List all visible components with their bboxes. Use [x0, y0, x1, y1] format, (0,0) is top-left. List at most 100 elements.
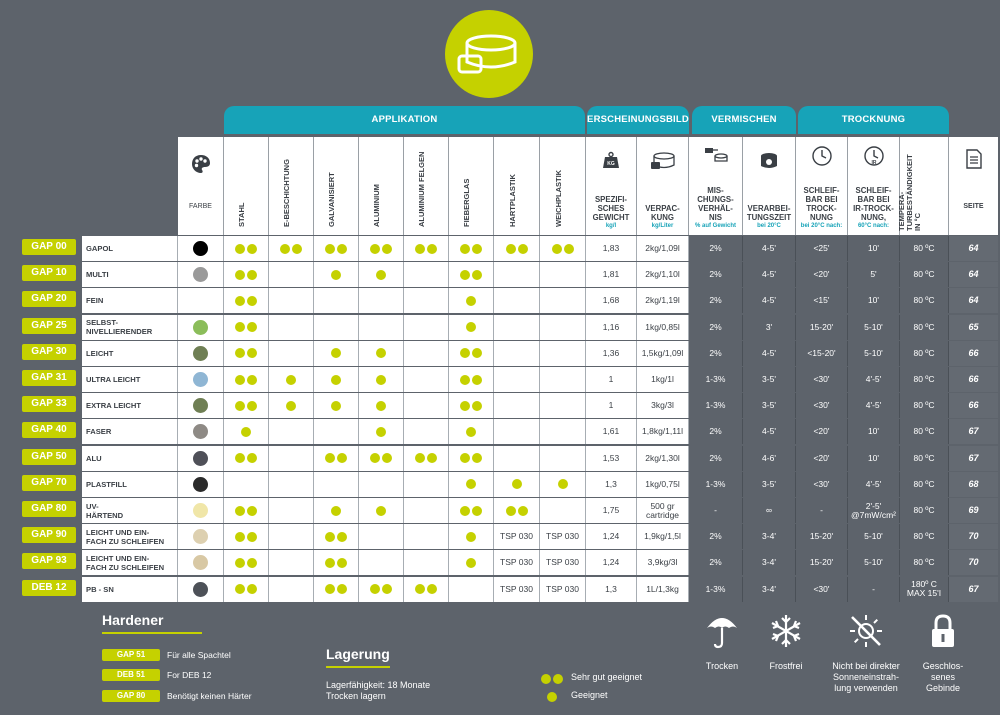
- application-cell: [269, 471, 314, 497]
- mischung-cell: 2%: [689, 419, 743, 445]
- application-cell: [359, 340, 404, 366]
- application-cell: [224, 262, 269, 288]
- gewicht-cell: 1: [586, 367, 637, 392]
- suitability-dot: [370, 584, 380, 595]
- suitability-dot: [280, 243, 290, 254]
- suitability-dot: [235, 348, 245, 359]
- application-cell: [494, 445, 540, 471]
- document-icon: [965, 149, 982, 169]
- table-row: PLASTFILL 1,3 1kg/0,75l 1-3% 3-5' <30' 4'-5' 80…: [82, 471, 998, 497]
- hardener-text-3: Benötigt keinen Härter: [167, 691, 252, 701]
- suitability-dot: [235, 322, 245, 333]
- lagerung-line-2: Trocken lagern: [326, 691, 386, 701]
- application-cell: [314, 393, 359, 419]
- verpackung-cell: 2kg/1,09l: [637, 236, 689, 261]
- suitability-dot: [235, 269, 245, 280]
- verarbeitung-cell: 3-5': [743, 393, 796, 419]
- mischung-cell: 2%: [689, 524, 743, 550]
- seite-cell: 67: [949, 419, 998, 445]
- product-name: MULTI: [82, 262, 178, 288]
- suitability-dot: [247, 557, 257, 568]
- verpackung-cell: 1,8kg/1,11l: [637, 419, 689, 445]
- header-fieberglas: FIEBERGLAS: [449, 137, 494, 235]
- verpackung-cell: 500 gr cartridge: [637, 498, 689, 523]
- snowflake-icon: [771, 615, 801, 647]
- application-cell: [449, 471, 494, 497]
- suitability-dot: [235, 531, 245, 542]
- application-cell: [540, 288, 586, 314]
- product-name: SELBST- NIVELLIERENDER: [82, 314, 178, 340]
- application-cell: [269, 236, 314, 261]
- product-name: EXTRA LEICHT: [82, 393, 178, 419]
- legend-single-dot: [546, 689, 558, 707]
- header-gewicht: KG SPEZIFI- SCHES GEWICHT kg/l: [586, 137, 637, 235]
- header-gewicht-label: SPEZIFI- SCHES GEWICHT: [592, 195, 630, 222]
- legend-double-dot: [540, 671, 564, 689]
- verarbeitung-cell: 4-5': [743, 288, 796, 314]
- suitability-dot: [235, 243, 245, 254]
- suitability-dot: [382, 453, 392, 464]
- application-cell: [224, 550, 269, 576]
- suitability-dot: [511, 479, 522, 490]
- ir-cell: 2'-5' @7mW/cm²: [848, 498, 900, 523]
- suitability-dot: [376, 426, 386, 437]
- header-verarbeitung-sub: bei 20°C: [757, 223, 781, 229]
- application-cell: [269, 445, 314, 471]
- application-cell: [404, 524, 449, 550]
- application-cell: [449, 550, 494, 576]
- verarbeitung-cell: 4-5': [743, 340, 796, 366]
- product-code-badge: GAP 80: [22, 501, 76, 517]
- color-swatch: [193, 424, 208, 440]
- header-mischung: MIS- CHUNGS- VERHÄL- NIS% auf Gewicht: [689, 137, 743, 235]
- gewicht-cell: 1,81: [586, 262, 637, 288]
- header-aluminium-label: ALUMINIUM: [372, 184, 381, 227]
- seite-cell: 65: [949, 314, 998, 340]
- verpackung-cell: 1,9kg/1,5l: [637, 524, 689, 550]
- mischung-cell: 2%: [689, 445, 743, 471]
- color-cell: [178, 471, 224, 497]
- application-cell: [269, 550, 314, 576]
- header-mischung-sub: % auf Gewicht: [694, 223, 736, 229]
- seite-cell: 68: [949, 471, 998, 497]
- group-vermischen: VERMISCHEN: [692, 106, 796, 134]
- product-code-badge: GAP 90: [22, 527, 76, 544]
- hardener-text-1: Für alle Spachtel: [167, 650, 231, 660]
- temp-cell: 180º C MAX 15'I: [900, 576, 949, 602]
- application-cell: [224, 367, 269, 392]
- suitability-dot: [466, 295, 476, 306]
- header-verpackung-label: VERPAC- KUNG: [645, 204, 680, 222]
- mischung-cell: 2%: [689, 550, 743, 576]
- header-farbe: FARBE: [178, 137, 224, 235]
- gewicht-cell: 1,3: [586, 576, 637, 602]
- header-stahl: STAHL: [224, 137, 269, 235]
- application-cell: [314, 550, 359, 576]
- product-name: UV- HÄRTEND: [82, 498, 178, 523]
- product-code-badge: GAP 20: [22, 291, 76, 308]
- verarbeitung-cell: 3-5': [743, 367, 796, 392]
- header-verpackung: VERPAC- KUNG kg/Liter: [637, 137, 689, 235]
- application-cell: [449, 393, 494, 419]
- suitability-dot: [466, 322, 476, 333]
- temp-cell: 80 ºC: [900, 471, 949, 497]
- color-cell: [178, 550, 224, 576]
- suitability-dot: [466, 531, 476, 542]
- suitability-dot: [563, 243, 574, 254]
- timer-can-icon: [761, 153, 777, 168]
- application-cell: TSP 030: [494, 524, 540, 550]
- seite-cell: 64: [949, 288, 998, 314]
- application-cell: [540, 393, 586, 419]
- temp-cell: 80 ºC: [900, 288, 949, 314]
- schleif-cell: 15-20': [796, 314, 848, 340]
- color-cell: [178, 576, 224, 602]
- application-cell: [449, 445, 494, 471]
- application-cell: [314, 340, 359, 366]
- application-cell: [359, 419, 404, 445]
- product-code-badge: GAP 93: [22, 553, 76, 570]
- lagerung-title: Lagerung: [326, 646, 390, 662]
- application-cell: [224, 576, 269, 602]
- color-cell: [178, 236, 224, 261]
- suitability-dot: [370, 243, 380, 254]
- suitability-dot: [247, 348, 257, 359]
- seite-cell: 66: [949, 393, 998, 419]
- table-row: FASER 1,61 1,8kg/1,11l 2% 4-5' <20' 10' 80 ºC 67: [82, 419, 998, 445]
